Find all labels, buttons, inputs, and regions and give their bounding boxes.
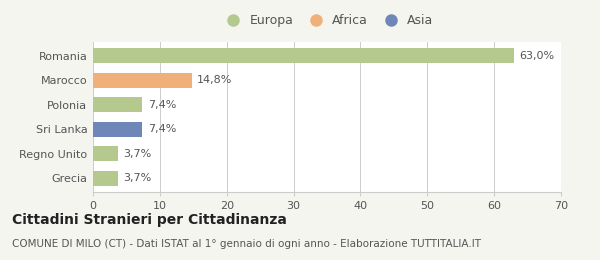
Bar — [93, 171, 118, 186]
Bar — [93, 98, 142, 112]
Text: 3,7%: 3,7% — [123, 173, 151, 183]
Legend: Europa, Africa, Asia: Europa, Africa, Asia — [216, 9, 438, 32]
Text: 63,0%: 63,0% — [520, 51, 554, 61]
Bar — [93, 146, 118, 161]
Text: 7,4%: 7,4% — [148, 124, 176, 134]
Text: 7,4%: 7,4% — [148, 100, 176, 110]
Bar — [93, 48, 514, 63]
Text: 14,8%: 14,8% — [197, 75, 233, 85]
Text: COMUNE DI MILO (CT) - Dati ISTAT al 1° gennaio di ogni anno - Elaborazione TUTTI: COMUNE DI MILO (CT) - Dati ISTAT al 1° g… — [12, 239, 481, 249]
Text: 3,7%: 3,7% — [123, 149, 151, 159]
Text: Cittadini Stranieri per Cittadinanza: Cittadini Stranieri per Cittadinanza — [12, 213, 287, 227]
Bar — [93, 122, 142, 136]
Bar — [93, 73, 192, 88]
